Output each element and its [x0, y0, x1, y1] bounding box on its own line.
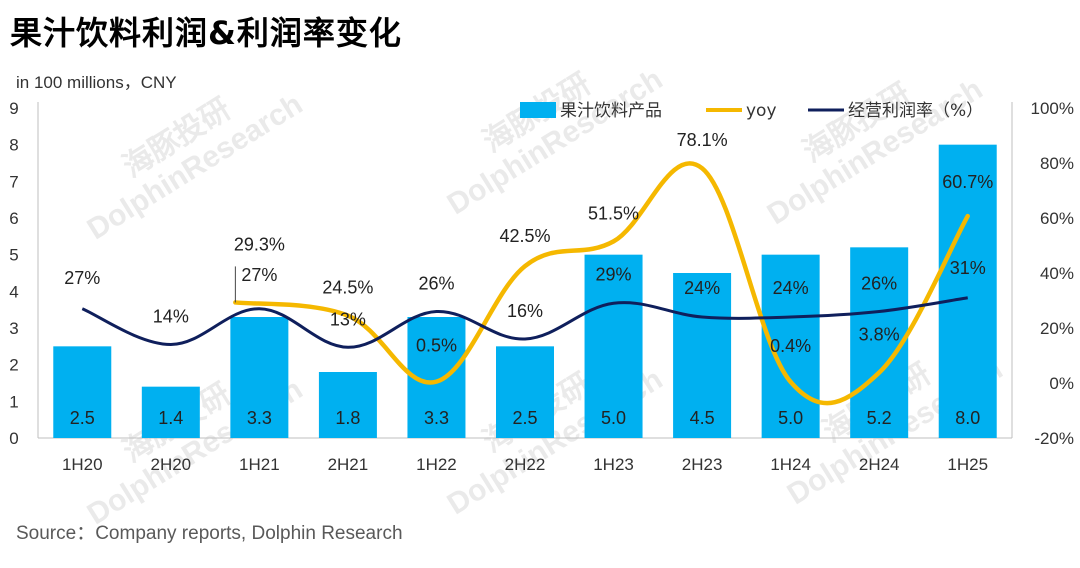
unit-label: in 100 millions，CNY	[16, 73, 177, 92]
right-tick-label: 100%	[1031, 99, 1074, 118]
margin-value-label: 24%	[773, 278, 809, 298]
margin-value-label: 27%	[241, 265, 277, 285]
x-tick-label: 1H21	[239, 455, 280, 474]
x-tick-label: 2H21	[328, 455, 369, 474]
left-tick-label: 6	[9, 209, 18, 228]
chart-title: 果汁饮料利润&利润率变化	[10, 14, 402, 52]
x-tick-label: 1H25	[947, 455, 988, 474]
bar-value-label: 1.4	[158, 408, 183, 428]
bar-value-label: 5.0	[778, 408, 803, 428]
margin-value-label: 31%	[950, 258, 986, 278]
bar	[673, 273, 732, 438]
bar-value-label: 3.3	[424, 408, 449, 428]
yoy-value-label: 0.4%	[770, 336, 811, 356]
bar	[584, 254, 643, 438]
yoy-line	[233, 161, 970, 406]
x-tick-label: 2H20	[150, 455, 191, 474]
bar-value-label: 5.2	[867, 408, 892, 428]
bar-value-label: 8.0	[955, 408, 980, 428]
axes: 0 1 2 3 4 5 6 7 8 9 -20% 0% 20% 40% 60% 80% 100% 1H20 2H20…	[9, 99, 1074, 474]
x-tick-label: 2H23	[682, 455, 723, 474]
yoy-value-label: 60.7%	[942, 172, 993, 192]
bar-value-label: 2.5	[70, 408, 95, 428]
margin-line	[81, 296, 968, 349]
legend-label-margin: 经营利润率（%）	[848, 101, 983, 121]
margin-value-label: 27%	[64, 268, 100, 288]
bars	[53, 144, 997, 438]
margin-value-label: 24%	[684, 278, 720, 298]
x-tick-label: 1H20	[62, 455, 103, 474]
yoy-value-label: 29.3%	[234, 234, 285, 254]
margin-value-label: 29%	[596, 264, 632, 284]
bar	[53, 346, 112, 438]
yoy-value-label: 42.5%	[499, 226, 550, 246]
x-tick-label: 1H24	[770, 455, 811, 474]
right-tick-label: 60%	[1040, 209, 1074, 228]
right-tick-label: 20%	[1040, 319, 1074, 338]
x-tick-label: 1H22	[416, 455, 457, 474]
lines	[81, 161, 970, 406]
bar-value-label: 2.5	[512, 408, 537, 428]
right-tick-label: -20%	[1034, 429, 1074, 448]
bar-value-label: 3.3	[247, 408, 272, 428]
yoy-value-label: 51.5%	[588, 203, 639, 223]
margin-value-label: 26%	[418, 274, 454, 294]
left-tick-label: 8	[9, 136, 18, 155]
legend-swatch-bar	[520, 102, 556, 118]
margin-value-label: 26%	[861, 274, 897, 294]
bar	[496, 346, 554, 438]
x-tick-label: 2H22	[505, 455, 546, 474]
source-note: Source：Company reports, Dolphin Research	[16, 523, 403, 544]
left-tick-label: 0	[9, 429, 18, 448]
bar-value-label: 4.5	[690, 408, 715, 428]
bar	[230, 317, 289, 438]
bar-value-label: 5.0	[601, 408, 626, 428]
yoy-value-label: 24.5%	[322, 278, 373, 298]
left-tick-label: 2	[9, 356, 18, 375]
yoy-value-label: 3.8%	[859, 325, 900, 345]
bar	[318, 372, 377, 438]
x-tick-label: 2H24	[859, 455, 900, 474]
left-tick-label: 3	[9, 319, 18, 338]
legend: 果汁饮料产品 yoy 经营利润率（%）	[520, 101, 983, 121]
left-tick-label: 7	[9, 172, 18, 191]
left-tick-label: 1	[9, 392, 18, 411]
margin-value-label: 13%	[330, 309, 366, 329]
yoy-value-label: 0.5%	[416, 336, 457, 356]
bar	[938, 144, 997, 438]
legend-label-bar: 果汁饮料产品	[560, 101, 662, 121]
bar-value-label: 1.8	[335, 408, 360, 428]
right-tick-label: 0%	[1049, 374, 1074, 393]
left-tick-label: 5	[9, 246, 18, 265]
x-tick-label: 1H23	[593, 455, 634, 474]
bar	[141, 386, 200, 438]
left-tick-label: 9	[9, 99, 18, 118]
margin-value-label: 14%	[153, 307, 189, 327]
yoy-value-label: 78.1%	[677, 130, 728, 150]
margin-value-label: 16%	[507, 301, 543, 321]
right-tick-label: 80%	[1040, 154, 1074, 173]
right-tick-label: 40%	[1040, 264, 1074, 283]
left-tick-label: 4	[9, 282, 18, 301]
data-labels: 2.5 1.4 3.3 1.8 3.3 2.5 5.0 4.5 5.0 5.2 8.0 27% 14% 2…	[64, 130, 993, 428]
bar	[850, 247, 909, 438]
legend-label-yoy: yoy	[746, 101, 777, 121]
